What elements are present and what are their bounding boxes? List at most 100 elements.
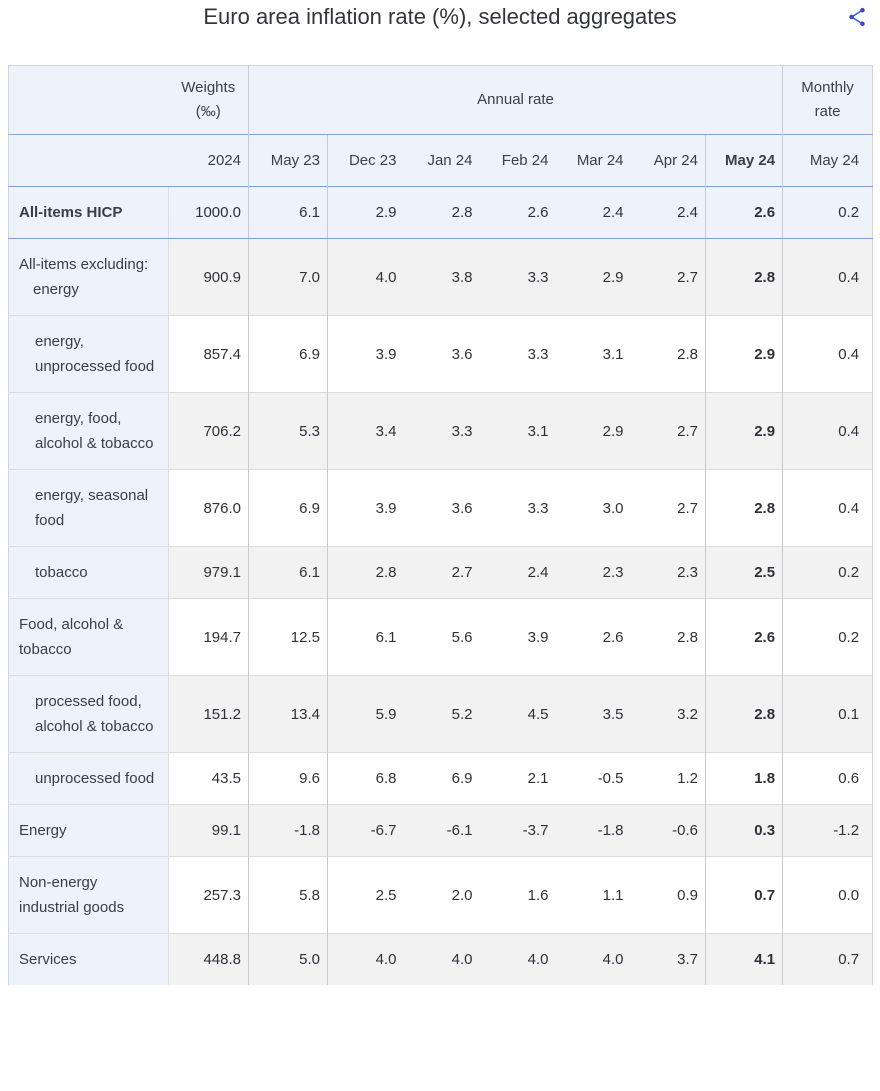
annual-rate-cell: 2.4 xyxy=(555,186,631,239)
annual-rate-cell: 4.1 xyxy=(704,933,783,985)
row-label-cell: All-items HICP xyxy=(8,186,169,239)
row-label-cell: Non-energy industrial goods xyxy=(8,856,169,934)
annual-rate-cell: 3.3 xyxy=(403,392,480,470)
annual-rate-cell: 0.9 xyxy=(630,856,706,934)
annual-rate-cell: 2.8 xyxy=(704,238,783,316)
weight-cell: 194.7 xyxy=(168,598,249,676)
row-label-cell: Energy xyxy=(8,804,169,857)
annual-rate-cell: 6.1 xyxy=(327,598,404,676)
annual-rate-cell: 2.8 xyxy=(704,469,783,547)
annual-rate-cell: 4.5 xyxy=(479,675,556,753)
annual-rate-cell: 3.1 xyxy=(479,392,556,470)
annual-rate-cell: 3.1 xyxy=(555,315,631,393)
table-row: energy, food, alcohol & tobacco 706.2 5.3 3… xyxy=(8,392,873,470)
annual-rate-cell: -6.7 xyxy=(327,804,404,857)
annual-rate-cell: 1.6 xyxy=(479,856,556,934)
row-label-cell: energy, unprocessed food xyxy=(8,315,169,393)
annual-rate-cell: 6.9 xyxy=(403,752,480,805)
annual-rate-cell: -0.5 xyxy=(555,752,631,805)
annual-rate-cell: 3.7 xyxy=(630,933,706,985)
annual-rate-cell: 2.9 xyxy=(327,186,404,239)
annual-rate-cell: 2.6 xyxy=(704,598,783,676)
row-label-cell: energy, seasonal food xyxy=(8,469,169,547)
row-label: Non-energy industrial goods xyxy=(19,874,125,916)
row-label: energy, seasonal food xyxy=(35,487,149,529)
annual-rate-cell: 3.2 xyxy=(630,675,706,753)
annual-rate-cell: 2.3 xyxy=(630,546,706,599)
annual-rate-cell: 2.6 xyxy=(555,598,631,676)
annual-rate-cell: 3.3 xyxy=(479,469,556,547)
annual-rate-cell: 2.9 xyxy=(555,238,631,316)
row-label: Food, alcohol & tobacco xyxy=(19,616,124,658)
annual-period-header: May 24 xyxy=(704,134,783,187)
annual-rate-cell: 3.0 xyxy=(555,469,631,547)
row-label-cell: All-items excluding: energy xyxy=(8,238,169,316)
share-icon xyxy=(849,7,865,27)
row-label-cell: Food, alcohol & tobacco xyxy=(8,598,169,676)
monthly-rate-cell: 0.1 xyxy=(782,675,873,753)
row-label-cell: processed food, alcohol & tobacco xyxy=(8,675,169,753)
annual-rate-cell: 2.4 xyxy=(630,186,706,239)
annual-rate-cell: 2.7 xyxy=(403,546,480,599)
annual-rate-cell: 6.1 xyxy=(248,546,328,599)
weight-cell: 99.1 xyxy=(168,804,249,857)
table-row: Energy 99.1 -1.8 -6.7 -6.1 -3.7 -1.8 -0.6 0.3 -1.… xyxy=(8,804,873,857)
annual-rate-cell: 2.9 xyxy=(555,392,631,470)
weight-cell: 900.9 xyxy=(168,238,249,316)
table-row: Food, alcohol & tobacco 194.7 12.5 6.1 5.6 3.… xyxy=(8,598,873,676)
annual-rate-cell: 3.3 xyxy=(479,238,556,316)
annual-rate-cell: 2.4 xyxy=(479,546,556,599)
annual-rate-cell: 7.0 xyxy=(248,238,328,316)
table-row: tobacco 979.1 6.1 2.8 2.7 2.4 2.3 2.3 2.5 0.2 xyxy=(8,546,873,599)
annual-rate-cell: 2.9 xyxy=(704,392,783,470)
annual-rate-cell: 3.9 xyxy=(327,315,404,393)
annual-rate-cell: -6.1 xyxy=(403,804,480,857)
row-label: All-items excluding: xyxy=(19,256,149,273)
annual-period-header: Feb 24 xyxy=(479,134,556,187)
annual-rate-group-header: Annual rate xyxy=(247,65,783,135)
row-label: energy, unprocessed food xyxy=(35,333,155,375)
monthly-rate-cell: 0.4 xyxy=(782,315,873,393)
annual-rate-cell: 5.6 xyxy=(403,598,480,676)
annual-rate-cell: 2.5 xyxy=(327,856,404,934)
row-label: processed food, alcohol & tobacco xyxy=(35,693,154,735)
monthly-rate-cell: 0.6 xyxy=(782,752,873,805)
row-label-cell: tobacco xyxy=(8,546,169,599)
annual-rate-cell: 1.8 xyxy=(704,752,783,805)
share-button[interactable] xyxy=(844,4,870,30)
weights-year-header: 2024 xyxy=(168,134,249,187)
table-row: processed food, alcohol & tobacco 151.2 13… xyxy=(8,675,873,753)
annual-rate-cell: 2.7 xyxy=(630,238,706,316)
annual-period-header: Mar 24 xyxy=(555,134,631,187)
annual-period-header: Apr 24 xyxy=(630,134,706,187)
annual-rate-cell: 2.8 xyxy=(327,546,404,599)
annual-rate-cell: 0.3 xyxy=(704,804,783,857)
annual-rate-cell: 2.1 xyxy=(479,752,556,805)
weight-cell: 876.0 xyxy=(168,469,249,547)
annual-rate-cell: 12.5 xyxy=(248,598,328,676)
annual-rate-cell: 6.9 xyxy=(248,315,328,393)
annual-rate-cell: 6.8 xyxy=(327,752,404,805)
annual-rate-cell: 5.0 xyxy=(248,933,328,985)
monthly-rate-cell: 0.2 xyxy=(782,546,873,599)
monthly-rate-cell: 0.7 xyxy=(782,933,873,985)
monthly-rate-cell: 0.4 xyxy=(782,469,873,547)
annual-rate-cell: 3.5 xyxy=(555,675,631,753)
monthly-rate-cell: 0.4 xyxy=(782,392,873,470)
annual-rate-cell: 2.8 xyxy=(630,598,706,676)
table-row: energy, unprocessed food 857.4 6.9 3.9 3.6 3.… xyxy=(8,315,873,393)
weight-cell: 1000.0 xyxy=(168,186,249,239)
annual-rate-cell: 3.9 xyxy=(327,469,404,547)
annual-period-header: May 23 xyxy=(248,134,328,187)
monthly-rate-cell: 0.0 xyxy=(782,856,873,934)
annual-rate-cell: 3.6 xyxy=(403,469,480,547)
annual-rate-cell: 3.6 xyxy=(403,315,480,393)
inflation-table: Weights (‰) Annual rate Monthly rate 202… xyxy=(8,65,874,985)
annual-rate-cell: 2.8 xyxy=(403,186,480,239)
table-row: All-items HICP 1000.0 6.1 2.9 2.8 2.6 2.4 2.4 2.… xyxy=(8,186,873,239)
annual-period-header: Dec 23 xyxy=(327,134,404,187)
monthly-rate-cell: 0.2 xyxy=(782,186,873,239)
annual-rate-cell: 5.2 xyxy=(403,675,480,753)
annual-rate-cell: -3.7 xyxy=(479,804,556,857)
page-title: Euro area inflation rate (%), selected a… xyxy=(203,4,677,29)
